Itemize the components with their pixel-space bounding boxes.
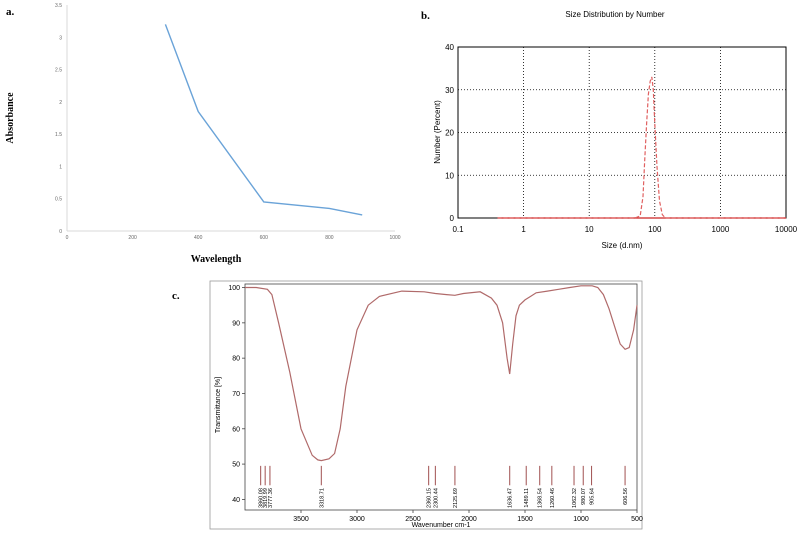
panel-a-x-ticks: 0 200 400 600 800 1000 [66, 235, 401, 241]
panel-b-title: Size Distribution by Number [565, 10, 664, 19]
panel-c-peak-label: 2300.44 [433, 488, 439, 508]
panel-b-x-tick-label: 100 [648, 225, 662, 234]
panel-c-peak-label: 1636.47 [508, 488, 514, 508]
panel-c-peak-label: 1062.32 [572, 488, 578, 508]
panel-a-absorbance-chart: a. 0 0.5 1 1.5 2 2.5 3 3.5 0 200 400 600 800 1000 Wa… [5, 3, 401, 265]
panel-c-transmittance-spectrum [245, 285, 638, 462]
panel-b-y-tick-label: 0 [450, 214, 455, 223]
panel-c-x-tick-label: 500 [631, 516, 643, 523]
panel-c-y-tick-label: 80 [232, 356, 240, 363]
panel-b-y-tick-label: 10 [445, 171, 454, 180]
panel-c-peak-label: 1368.54 [538, 488, 544, 508]
panel-a-absorbance-line [164, 24, 363, 216]
panel-c-y-tick-label: 100 [228, 285, 240, 292]
panel-c-ftir-chart: c. 40 50 60 70 80 90 100 3500 3000 2500 2000 1500 1… [172, 280, 643, 530]
panel-c-peak-label: 3819.99 [263, 488, 269, 508]
panel-c-y-tick-label: 90 [232, 320, 240, 327]
panel-a-y-tick-label: 2 [59, 100, 62, 106]
panel-c-x-tick-label: 2500 [405, 516, 421, 523]
panel-c-y-tick-label: 70 [232, 391, 240, 398]
panel-b-grid [457, 46, 787, 219]
panel-a-y-tick-label: 3.5 [55, 3, 62, 9]
panel-c-peak-label: 606.56 [623, 488, 629, 505]
panel-a-x-tick-label: 0 [66, 235, 69, 241]
panel-c-peak-label: 3777.36 [268, 488, 274, 508]
panel-c-x-tick-label: 3000 [349, 516, 365, 523]
panel-b-distribution-line [497, 76, 786, 219]
panel-c-y-tick-label: 60 [232, 426, 240, 433]
panel-b-x-ticks: 0.1 1 10 100 1000 10000 [452, 225, 797, 234]
panel-c-x-tick-label: 2000 [461, 516, 477, 523]
panel-c-x-tick-label: 1000 [573, 516, 589, 523]
panel-c-y-ticks: 40 50 60 70 80 90 100 [228, 285, 245, 504]
panel-a-x-tick-label: 800 [325, 235, 334, 241]
panel-b-label: b. [421, 10, 430, 22]
panel-a-x-tick-label: 600 [260, 235, 269, 241]
panel-c-x-tick-label: 1500 [517, 516, 533, 523]
panel-a-y-tick-label: 1.5 [55, 132, 62, 138]
panel-b-y-ticks: 0 10 20 30 40 [445, 43, 454, 223]
panel-b-plot-frame [457, 46, 787, 219]
panel-c-peak-label: 1489.11 [524, 488, 530, 507]
panel-c-peak-label: 905.64 [590, 488, 596, 505]
panel-c-peak-label: 980.07 [581, 488, 587, 505]
panel-c-y-tick-label: 40 [232, 497, 240, 504]
panel-b-size-distribution-chart: b. Size Distribution by Number 0 10 20 30 40… [421, 10, 798, 250]
panel-c-peak-label: 3860.08 [259, 488, 265, 508]
panel-c-x-tick-label: 3500 [293, 516, 309, 523]
panel-a-label: a. [6, 6, 15, 18]
panel-c-peak-label: 1260.46 [550, 488, 556, 508]
panel-c-peak-label: 3318.71 [319, 488, 325, 508]
panel-a-x-tick-label: 200 [128, 235, 137, 241]
panel-a-y-axis-title: Absorbance [5, 92, 16, 144]
panel-c-x-axis-title: Wavenumber cm-1 [412, 522, 471, 529]
panel-a-y-tick-label: 0 [59, 229, 62, 235]
panel-a-y-tick-label: 2.5 [55, 68, 62, 74]
panel-b-x-tick-label: 10 [585, 225, 594, 234]
panel-a-x-tick-label: 400 [194, 235, 203, 241]
panel-c-label: c. [172, 290, 180, 302]
panel-b-y-tick-label: 40 [445, 43, 454, 52]
panel-a-y-tick-label: 3 [59, 35, 62, 41]
panel-a-x-tick-label: 1000 [389, 235, 400, 241]
panel-b-y-tick-label: 20 [445, 129, 454, 138]
panel-a-y-tick-label: 1 [59, 164, 62, 170]
panel-a-y-tick-label: 0.5 [55, 197, 62, 203]
panel-b-x-tick-label: 1 [521, 225, 526, 234]
panel-b-y-tick-label: 30 [445, 86, 454, 95]
panel-b-y-axis-title: Number (Percent) [433, 100, 442, 164]
panel-c-peak-label: 2125.69 [453, 488, 459, 508]
panel-c-outer-frame [209, 280, 643, 530]
panel-b-x-tick-label: 0.1 [452, 225, 464, 234]
panel-c-y-axis-title: Transmittance [%] [215, 377, 222, 433]
panel-a-y-ticks: 0 0.5 1 1.5 2 2.5 3 3.5 [55, 3, 62, 235]
panel-c-peak-label: 2360.15 [427, 488, 433, 508]
panel-a-x-axis-title: Wavelength [191, 254, 242, 265]
panel-c-y-tick-label: 50 [232, 462, 240, 469]
panel-b-x-axis-title: Size (d.nm) [602, 241, 643, 250]
panel-b-x-tick-label: 1000 [712, 225, 730, 234]
panel-c-plot-frame [244, 283, 638, 511]
panel-b-x-tick-label: 10000 [775, 225, 798, 234]
panel-c-x-ticks: 3500 3000 2500 2000 1500 1000 500 [293, 510, 643, 523]
